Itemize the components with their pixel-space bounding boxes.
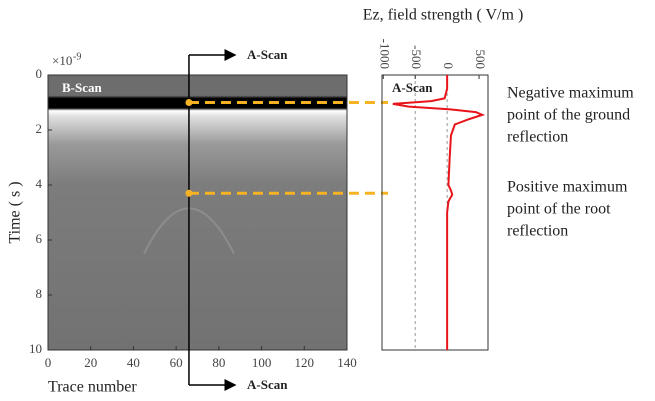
b-scan-image — [47, 74, 348, 351]
y-axis-label: Time ( s ) — [7, 181, 24, 243]
x-axis-label: Trace number — [48, 379, 137, 396]
x-tick-label: 0 — [441, 63, 456, 70]
marker-dot — [185, 99, 193, 106]
y-tick-label: 8 — [36, 286, 43, 301]
x-tick-label: 100 — [252, 355, 272, 370]
x-tick-label: 20 — [84, 355, 97, 370]
y-tick-label: 2 — [36, 121, 43, 136]
a-scan-frame — [381, 74, 489, 351]
x-tick-label: -500 — [409, 45, 424, 69]
a-scan-line — [392, 75, 486, 350]
note: point of the root — [507, 201, 611, 218]
cursor-label: A-Scan — [247, 377, 288, 392]
multiplier-base: ×10 — [52, 53, 72, 68]
x-tick-label: 40 — [127, 355, 140, 370]
cursor-label: A-Scan — [247, 47, 288, 62]
multiplier-exp: -9 — [73, 51, 81, 62]
note: point of the ground — [507, 107, 630, 124]
note: Positive maximum — [507, 179, 628, 196]
y-tick-label: 6 — [36, 231, 43, 246]
a-scan-title: Ez, field strength ( V/m ) — [363, 7, 524, 24]
y-tick-label: 0 — [36, 66, 43, 81]
x-tick-label: 60 — [170, 355, 183, 370]
b-scan-label: B-Scan — [62, 80, 103, 95]
marker-dot — [185, 189, 193, 197]
note: reflection — [507, 223, 568, 240]
note: Negative maximum — [507, 85, 634, 102]
note: reflection — [507, 129, 568, 146]
x-tick-label: 0 — [45, 355, 52, 370]
x-tick-label: 140 — [337, 355, 357, 370]
x-tick-label: 80 — [212, 355, 225, 370]
a-scan-label: A-Scan — [392, 80, 433, 95]
y-tick-label: 4 — [36, 176, 43, 191]
x-tick-label: 120 — [295, 355, 315, 370]
x-tick-label: 500 — [473, 50, 488, 70]
y-tick-label: 10 — [29, 341, 42, 356]
x-tick-label: -1000 — [377, 39, 392, 69]
